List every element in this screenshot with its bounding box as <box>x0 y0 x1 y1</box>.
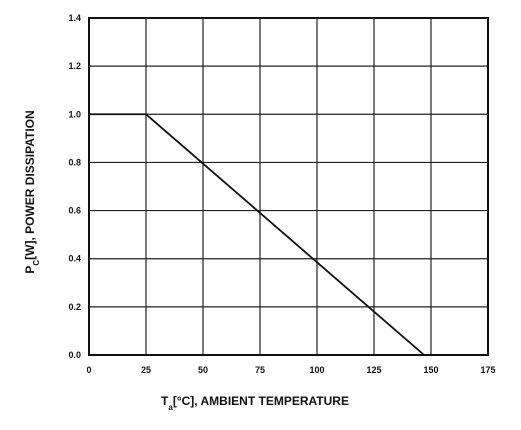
plot-border <box>88 17 489 356</box>
series-line <box>89 113 425 356</box>
x-axis-title-prefix: T <box>161 394 169 408</box>
x-tick-label: 0 <box>86 365 91 375</box>
series-layer <box>89 113 425 356</box>
x-tick-labels: 0 25 50 75 100 125 150 175 <box>86 365 495 375</box>
y-tick-label: 0.6 <box>68 206 81 216</box>
y-axis-title-suffix: [W], POWER DISSIPATION <box>23 110 37 260</box>
x-tick-label: 100 <box>309 365 324 375</box>
x-tick-label: 25 <box>141 365 151 375</box>
y-axis-title-prefix: P <box>23 266 37 274</box>
x-tick-label: 175 <box>480 365 495 375</box>
x-axis-title-suffix: [°C], AMBIENT TEMPERATURE <box>173 394 349 408</box>
grid-lines <box>89 18 488 355</box>
y-tick-label: 0.4 <box>68 254 81 264</box>
y-tick-label: 0.8 <box>68 157 81 167</box>
y-tick-labels: 0.0 0.2 0.4 0.6 0.8 1.0 1.2 1.4 <box>68 13 81 360</box>
y-tick-label: 0.0 <box>68 350 81 360</box>
y-tick-label: 1.4 <box>68 13 81 23</box>
y-axis-title: PC[W], POWER DISSIPATION <box>23 110 41 273</box>
x-tick-label: 150 <box>423 365 438 375</box>
plot-frame <box>88 17 489 356</box>
x-tick-label: 50 <box>198 365 208 375</box>
y-tick-label: 1.0 <box>68 109 81 119</box>
y-axis-title-subscript: C <box>32 260 41 266</box>
x-tick-label: 75 <box>255 365 265 375</box>
x-axis-title: Ta[°C], AMBIENT TEMPERATURE <box>161 394 349 412</box>
x-tick-label: 125 <box>366 365 381 375</box>
x-axis-title-subscript: a <box>168 403 173 412</box>
y-tick-label: 1.2 <box>68 61 81 71</box>
y-tick-label: 0.2 <box>68 302 81 312</box>
